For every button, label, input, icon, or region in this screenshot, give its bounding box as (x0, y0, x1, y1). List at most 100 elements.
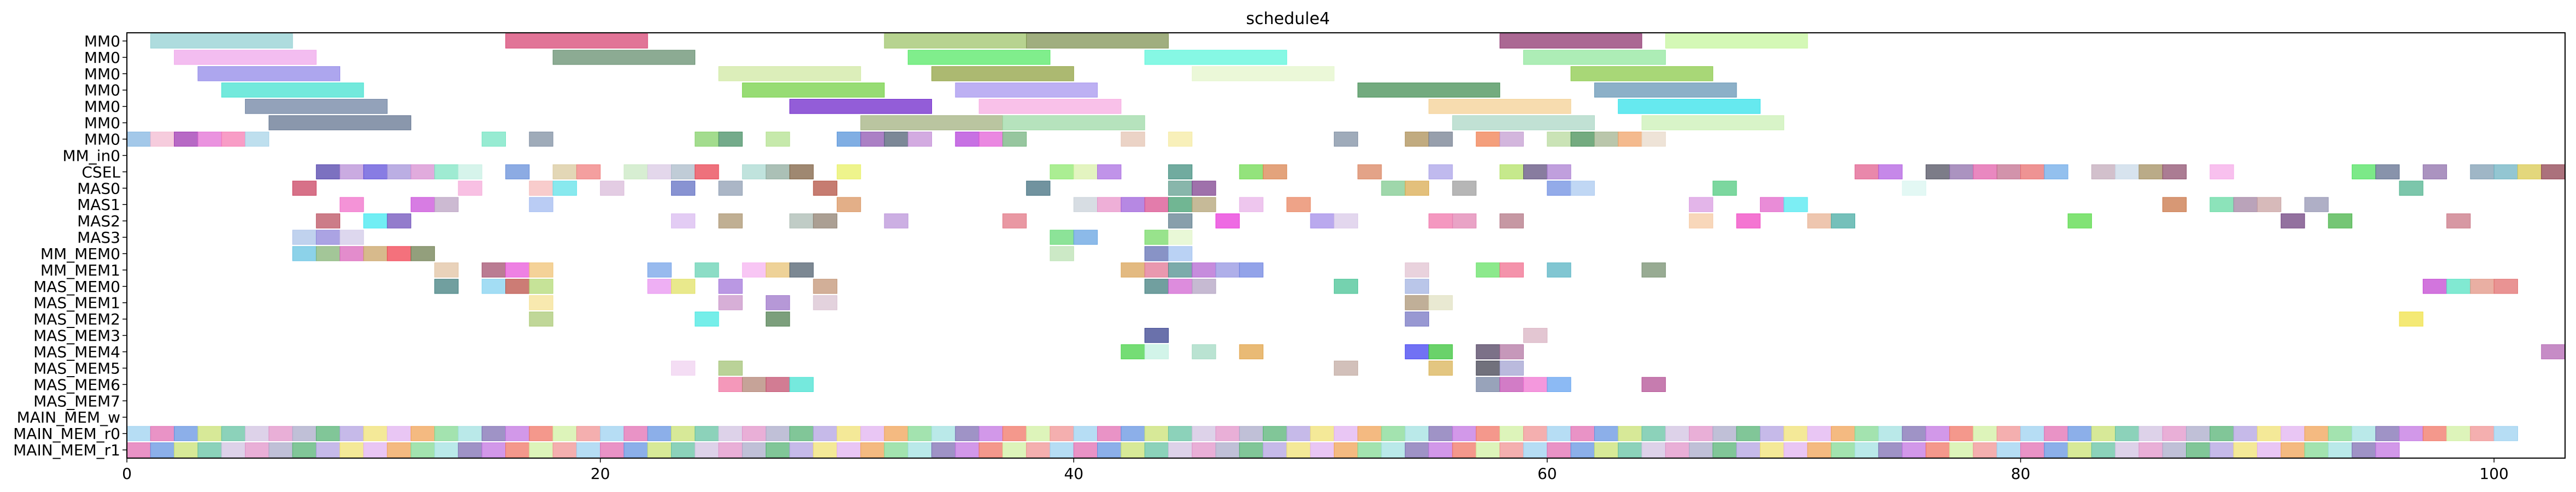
schedule-bar (931, 442, 956, 458)
schedule-bar (1523, 426, 1548, 441)
schedule-bar (481, 442, 506, 458)
schedule-bar (529, 197, 553, 212)
schedule-bar (1641, 115, 1785, 131)
schedule-bar (813, 442, 837, 458)
schedule-bar (316, 426, 341, 441)
y-tick-label: MAIN_MEM_r0 (13, 425, 120, 443)
schedule-bar (1026, 442, 1051, 458)
schedule-bar (766, 311, 790, 327)
schedule-bar (150, 33, 293, 49)
schedule-bar (340, 197, 364, 212)
schedule-bar (2470, 164, 2495, 180)
schedule-bar (1168, 246, 1193, 261)
schedule-bar (126, 131, 151, 147)
schedule-bar (363, 213, 388, 229)
schedule-bar (1002, 213, 1027, 229)
schedule-bar (978, 442, 1003, 458)
schedule-bar (2375, 426, 2400, 441)
schedule-bar (1547, 442, 1571, 458)
schedule-bar (2115, 442, 2140, 458)
schedule-bar (884, 442, 908, 458)
schedule-bar (1996, 442, 2021, 458)
schedule-bar (529, 262, 553, 278)
schedule-bar (860, 115, 1003, 131)
schedule-bar (150, 131, 175, 147)
schedule-bar (1925, 164, 1950, 180)
schedule-bar (1168, 180, 1193, 196)
schedule-bar (1594, 83, 1737, 98)
schedule-bar (1215, 442, 1240, 458)
schedule-bar (552, 164, 577, 180)
schedule-bar (1736, 442, 1761, 458)
schedule-bar (1239, 197, 1264, 212)
y-tick-label: MM0 (84, 81, 120, 99)
schedule-bar (671, 442, 696, 458)
schedule-bar (718, 279, 743, 294)
plot-frame (126, 32, 2566, 459)
schedule-bar (174, 442, 199, 458)
schedule-bar (292, 230, 317, 245)
schedule-bar (671, 360, 696, 376)
schedule-bar (2020, 426, 2045, 441)
schedule-bar (1286, 426, 1311, 441)
schedule-bar (671, 180, 696, 196)
y-tick-label: MAS_MEM3 (33, 327, 120, 345)
schedule-bar (671, 279, 696, 294)
schedule-bar (1097, 164, 1122, 180)
schedule-bar (647, 164, 672, 180)
schedule-bar (955, 442, 980, 458)
schedule-bar (1547, 426, 1571, 441)
schedule-bar (1476, 426, 1500, 441)
schedule-bar (1594, 442, 1619, 458)
y-tick-label: MAS0 (77, 179, 120, 197)
schedule-bar (1452, 442, 1477, 458)
schedule-bar (813, 279, 837, 294)
schedule-bar (1618, 426, 1642, 441)
schedule-bar (766, 442, 790, 458)
schedule-bar (2281, 442, 2305, 458)
y-tick-label: MAS_MEM7 (33, 392, 120, 410)
schedule-bar (1476, 360, 1500, 376)
schedule-bar (931, 66, 1074, 81)
schedule-bar (1784, 442, 1808, 458)
schedule-bar (434, 426, 459, 441)
x-tick-label: 100 (2479, 465, 2508, 483)
schedule-bar (1428, 131, 1453, 147)
schedule-bar (1097, 426, 1122, 441)
schedule-bar (766, 426, 790, 441)
schedule-bar (1452, 180, 1477, 196)
schedule-bar (150, 442, 175, 458)
schedule-bar (1404, 426, 1429, 441)
schedule-bar (1286, 442, 1311, 458)
schedule-bar (1973, 426, 1997, 441)
schedule-bar (789, 442, 814, 458)
schedule-bar (363, 426, 388, 441)
schedule-bar (1499, 262, 1524, 278)
schedule-bar (1144, 426, 1169, 441)
x-tick-label: 20 (591, 465, 610, 483)
schedule-bar (1452, 426, 1477, 441)
schedule-bar (505, 262, 530, 278)
schedule-bar (813, 426, 837, 441)
schedule-bar (1523, 50, 1666, 65)
schedule-bar (1665, 426, 1690, 441)
schedule-bar (1168, 426, 1193, 441)
schedule-bar (2493, 279, 2518, 294)
schedule-bar (552, 50, 696, 65)
schedule-bar (1523, 442, 1548, 458)
bars-layer (126, 33, 2566, 458)
schedule-bar (836, 426, 861, 441)
schedule-bar (671, 426, 696, 441)
schedule-bar (671, 164, 696, 180)
schedule-bar (2020, 164, 2045, 180)
schedule-bar (1192, 66, 1334, 81)
schedule-bar (1476, 131, 1500, 147)
schedule-bar (1404, 262, 1429, 278)
schedule-bar (1784, 426, 1808, 441)
schedule-bar (978, 98, 1122, 114)
schedule-bar (671, 213, 696, 229)
schedule-bar (836, 164, 861, 180)
schedule-bar (1594, 426, 1619, 441)
schedule-bar (1333, 442, 1359, 458)
schedule-bar (1641, 262, 1666, 278)
